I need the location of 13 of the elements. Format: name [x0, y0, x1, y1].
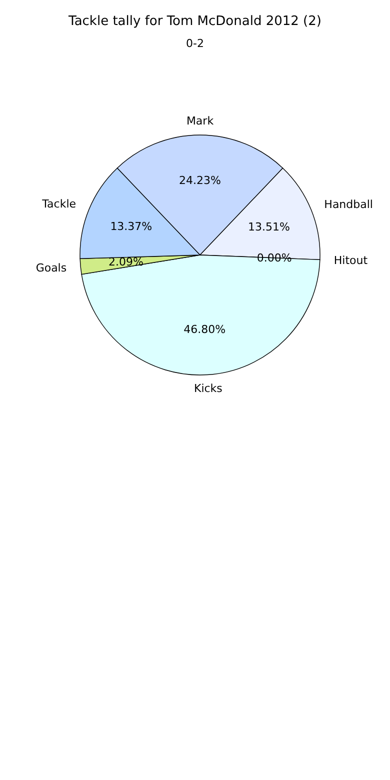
slice-label: Tackle	[41, 198, 76, 211]
chart-title: Tackle tally for Tom McDonald 2012 (2)	[68, 14, 322, 29]
slice-label: Mark	[186, 114, 214, 128]
data-label: 24.23%	[179, 174, 221, 188]
data-label: 46.80%	[184, 322, 226, 336]
text: 0-2	[185, 37, 205, 50]
category-label: Hitout	[334, 254, 368, 267]
slice-label: Kicks	[194, 382, 223, 396]
slice-label: Goals	[36, 261, 67, 274]
data-label: 13.51%	[248, 220, 290, 234]
data-label: 13.37%	[110, 220, 152, 234]
data-label: 2.09%	[108, 256, 144, 269]
slice-label: Handball	[324, 198, 373, 212]
